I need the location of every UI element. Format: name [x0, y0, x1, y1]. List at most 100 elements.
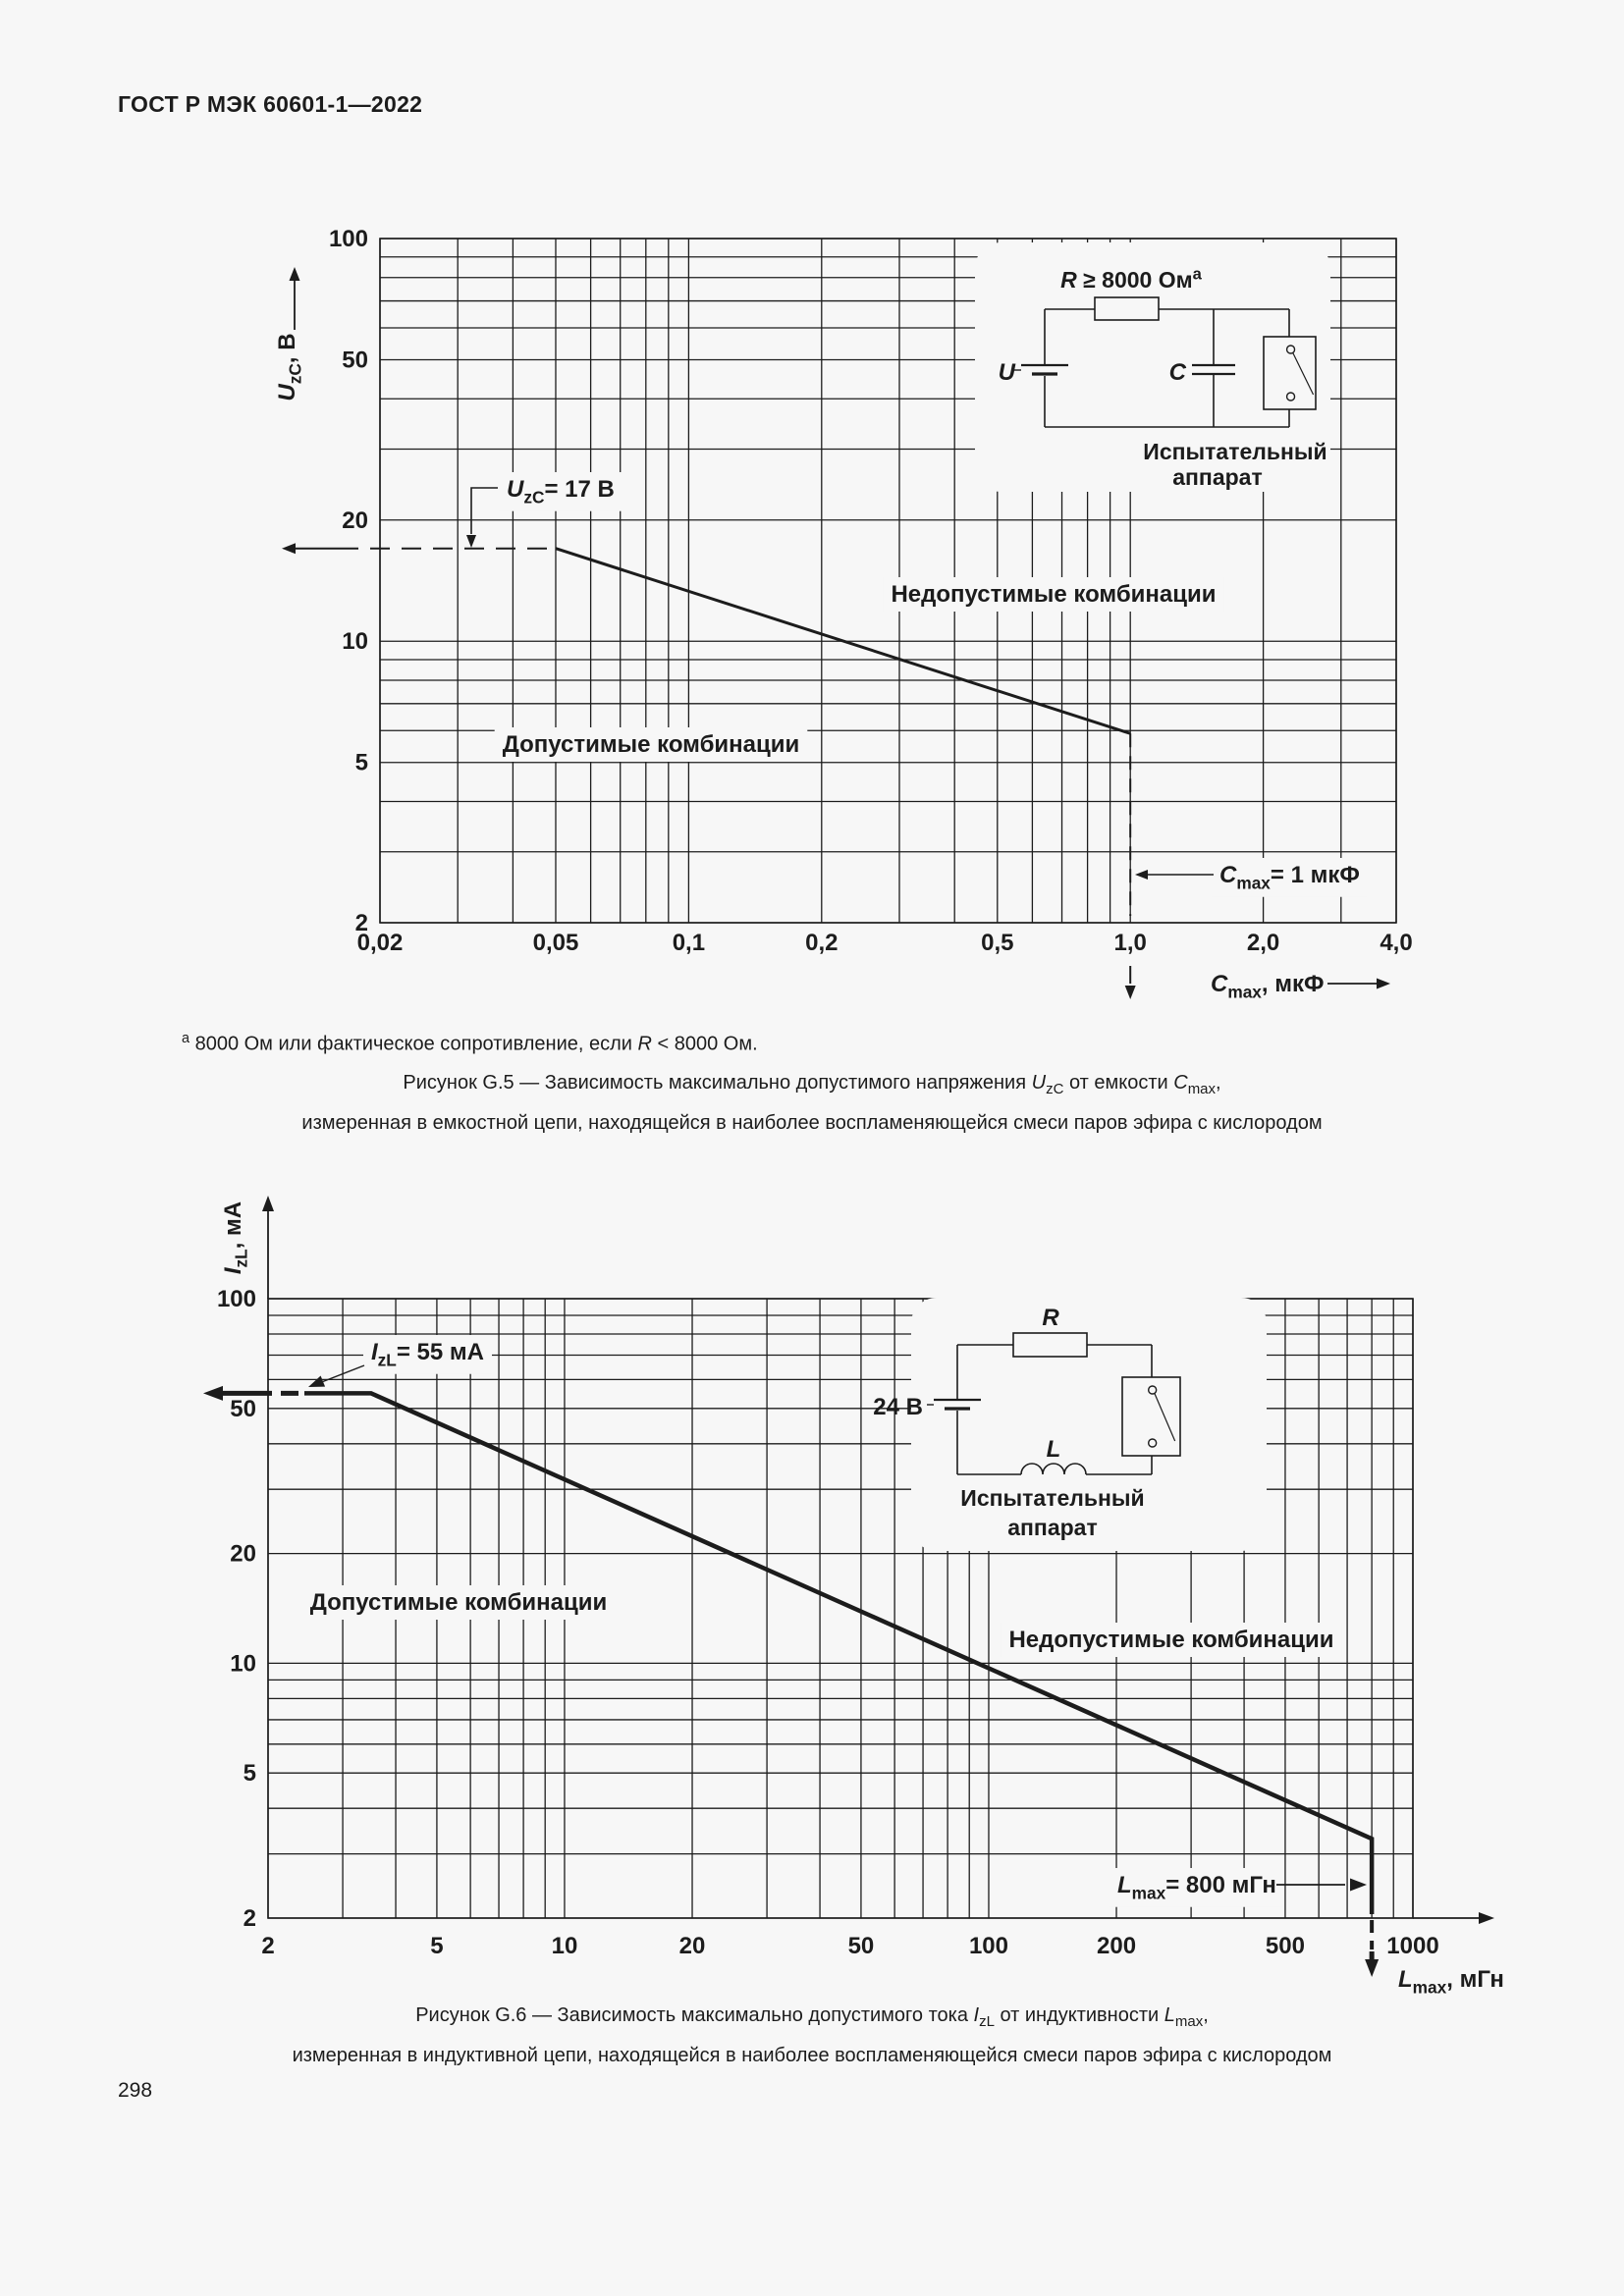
x-tick-label: 0,2 [805, 930, 838, 956]
y-tick-label: 50 [230, 1396, 256, 1422]
label-mask [301, 1585, 616, 1620]
y-tick-label: 5 [355, 750, 368, 776]
not-allowed-region-label: Недопустимые комбинации [891, 581, 1216, 608]
y-axis-title: IzL, мА [220, 1201, 251, 1274]
x-tick-label: 50 [848, 1933, 875, 1959]
axis-titles: IzL, мА Lmax, мГн [220, 1196, 1504, 1998]
x-axis-arrow-icon [1377, 978, 1390, 989]
x-tick-label: 1,0 [1114, 930, 1147, 956]
apparatus-label-line2: аппарат [1172, 464, 1262, 490]
not-allowed-region-label: Недопустимые комбинации [1008, 1627, 1333, 1653]
inductor-label: L [1047, 1436, 1061, 1463]
x-tick-label: 0,02 [357, 930, 404, 956]
caption-g5-line1: Рисунок G.5 — Зависимость максимально до… [403, 1072, 1221, 1097]
flat-limit-callout: UzC= 17 В [507, 476, 615, 507]
x-tick-label: 200 [1097, 1933, 1136, 1959]
x-tick-label: 0,5 [981, 930, 1013, 956]
flat-callout-arrow-icon [466, 535, 476, 548]
y-tick-label: 2 [355, 910, 368, 936]
flat-callout-arrow-icon [308, 1375, 326, 1387]
label-mask [499, 472, 623, 511]
page-number: 298 [118, 2079, 153, 2102]
label-mask [1212, 858, 1368, 897]
allowed-region-label: Допустимые комбинации [310, 1589, 608, 1616]
x-tick-label: 5 [430, 1933, 443, 1959]
label-mask [1001, 1623, 1342, 1657]
label-mask [363, 1335, 492, 1374]
region-labels: Допустимые комбинации Недопустимые комбин… [494, 577, 1224, 762]
x-tick-label: 0,1 [673, 930, 705, 956]
y-tick-label: 100 [329, 226, 368, 252]
y-tick-label: 10 [230, 1650, 256, 1677]
resistor-icon [1012, 1332, 1088, 1358]
max-limit-callout: Lmax= 800 мГн [1117, 1872, 1276, 1903]
max-guide-down-arrow-icon [1365, 1959, 1380, 1977]
flat-limit-left-arrow-icon [203, 1385, 223, 1401]
y-tick-label: 2 [244, 1905, 256, 1932]
inset-mask [911, 1298, 1267, 1551]
y-tick-label: 50 [342, 347, 368, 373]
y-tick-label: 10 [342, 628, 368, 655]
x-tick-label: 2,0 [1247, 930, 1279, 956]
caption-g6-line1: Рисунок G.6 — Зависимость максимально до… [415, 2004, 1209, 2030]
x-tick-label: 2 [261, 1933, 274, 1959]
max-guide-down-arrow-icon [1124, 986, 1136, 999]
caption-g6-line2: измеренная в индуктивной цепи, находящей… [292, 2045, 1332, 2066]
y-axis-arrow-icon [262, 1196, 274, 1211]
figure-g6-chart: R 24 В L Испытательный аппарат Допустимые ком… [203, 1196, 1504, 1998]
flat-limit-left-arrow-icon [282, 543, 296, 555]
resistor-label: R [1042, 1305, 1059, 1331]
y-tick-label: 20 [230, 1541, 256, 1568]
inset-mask [975, 242, 1330, 492]
apparatus-label-line2: аппарат [1007, 1515, 1097, 1540]
label-mask [1110, 1868, 1284, 1907]
x-tick-label: 500 [1266, 1933, 1305, 1959]
x-axis-arrow-icon [1479, 1912, 1494, 1924]
x-tick-label: 1000 [1386, 1933, 1438, 1959]
x-tick-label: 100 [969, 1933, 1008, 1959]
callouts: UzC= 17 В Cmax= 1 мкФ [466, 472, 1368, 897]
resistor-value-label: R ≥ 8000 Омa [1060, 264, 1203, 293]
allowed-region-label: Допустимые комбинации [503, 731, 800, 758]
caption-g5-line2: измеренная в емкостной цепи, находящейся… [301, 1112, 1323, 1134]
max-limit-callout: Cmax= 1 мкФ [1219, 862, 1360, 893]
document-header: ГОСТ Р МЭК 60601-1—2022 [118, 91, 423, 117]
tick-labels: 2 5 10 20 50 100 200 500 1000 2 5 10 20 50 100 [217, 1286, 1439, 1959]
tick-labels: 0,02 0,05 0,1 0,2 0,5 1,0 2,0 4,0 2 5 10 20 50 100 [329, 226, 1413, 956]
x-axis-title: Cmax, мкФ [1211, 971, 1325, 1002]
caption-figure-g5: Рисунок G.5 — Зависимость максимально до… [76, 1066, 1548, 1140]
y-tick-label: 100 [217, 1286, 256, 1312]
source-label: U [999, 359, 1016, 386]
max-callout-arrow-icon [1135, 870, 1148, 880]
max-callout-arrow-icon [1350, 1878, 1367, 1892]
y-tick-label: 5 [244, 1760, 256, 1787]
source-label: 24 В [873, 1394, 923, 1420]
label-mask [883, 577, 1224, 612]
voltage-source-icon [934, 1398, 981, 1411]
x-tick-label: 10 [552, 1933, 578, 1959]
caption-figure-g6: Рисунок G.6 — Зависимость максимально до… [76, 1999, 1548, 2072]
axis-titles: UzC, В Cmax, мкФ [274, 267, 1390, 1002]
y-axis-arrow-icon [289, 267, 300, 281]
y-tick-label: 20 [342, 507, 368, 534]
capacitor-label: C [1169, 359, 1187, 386]
region-labels: Допустимые комбинации Недопустимые комбин… [301, 1585, 1342, 1657]
resistor-icon [1094, 296, 1160, 321]
footnote-g5: a 8000 Ом или фактическое сопротивление,… [182, 1031, 758, 1055]
label-mask [494, 727, 808, 762]
limit-curve [282, 543, 1136, 999]
x-tick-label: 0,05 [533, 930, 579, 956]
inset-circuit-g6: R 24 В L Испытательный аппарат [873, 1298, 1267, 1551]
apparatus-label-line1: Испытательный [960, 1485, 1144, 1511]
flat-limit-callout: IzL= 55 мА [371, 1339, 484, 1370]
voltage-source-icon [1021, 363, 1068, 376]
x-tick-label: 4,0 [1380, 930, 1412, 956]
limit-curve [203, 1385, 1380, 1977]
inductor-icon [1020, 1463, 1087, 1475]
x-axis-title: Lmax, мГн [1398, 1966, 1504, 1998]
callouts: IzL= 55 мА Lmax= 800 мГн [308, 1335, 1367, 1907]
